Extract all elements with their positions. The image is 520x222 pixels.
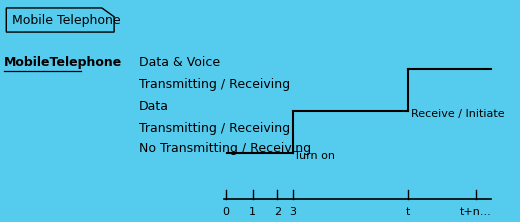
Text: MobileTelephone: MobileTelephone [4,56,122,69]
Text: Turn on: Turn on [294,151,335,161]
Text: Receive / Initiate: Receive / Initiate [411,109,504,119]
Text: 0: 0 [223,207,229,218]
Text: Transmitting / Receiving: Transmitting / Receiving [139,122,290,135]
Text: Mobile Telephone: Mobile Telephone [12,14,121,26]
Text: Data & Voice: Data & Voice [139,56,220,69]
Text: 1: 1 [249,207,256,218]
Text: 2: 2 [274,207,281,218]
Text: Transmitting / Receiving: Transmitting / Receiving [139,78,290,91]
Polygon shape [6,8,114,32]
Text: No Transmitting / Receiving: No Transmitting / Receiving [139,142,311,155]
Text: 3: 3 [290,207,296,218]
Text: Data: Data [139,100,168,113]
Text: t: t [406,207,410,218]
Text: t+n...: t+n... [460,207,492,218]
